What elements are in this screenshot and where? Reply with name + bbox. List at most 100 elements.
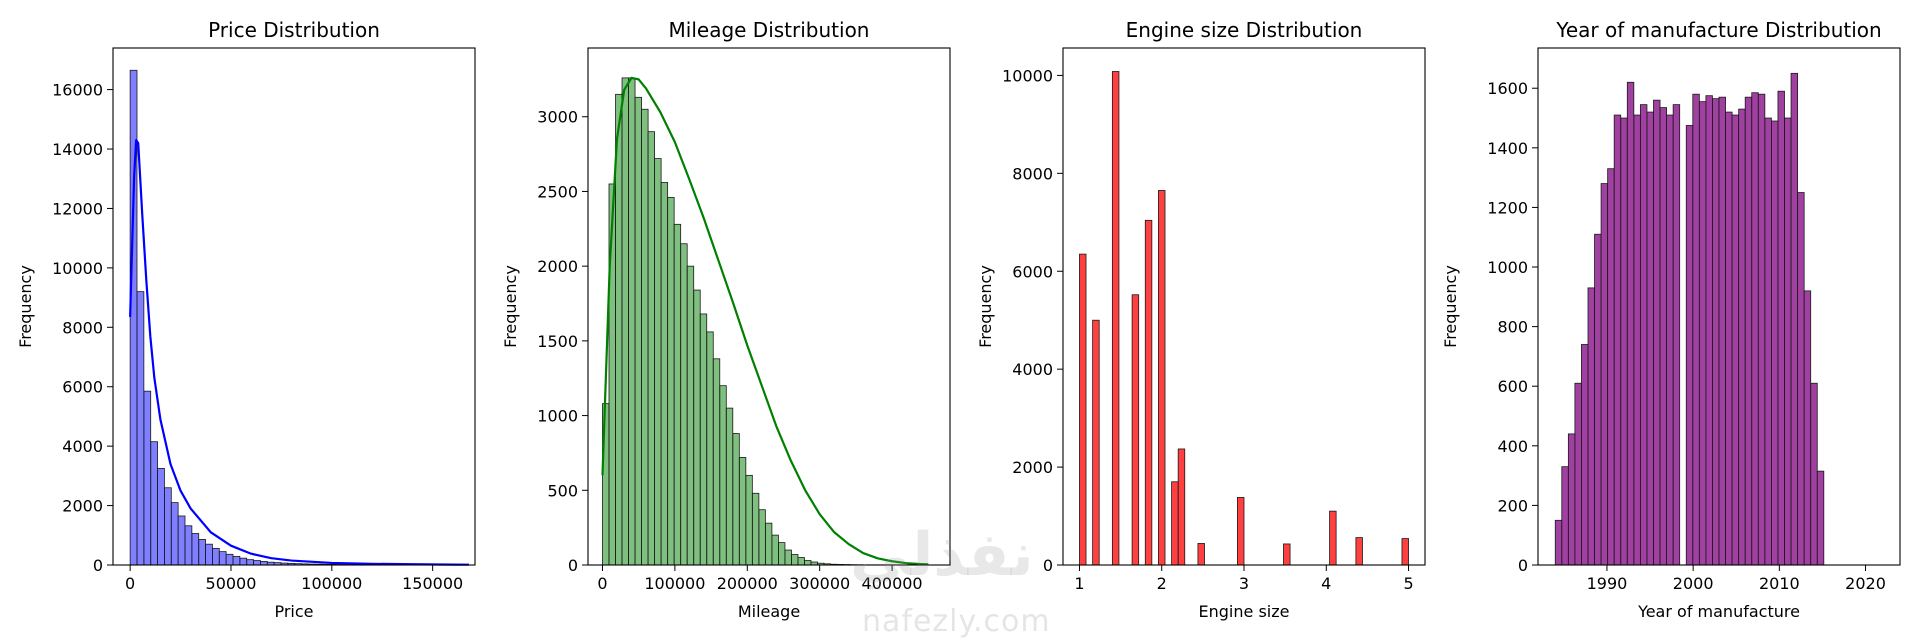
y-axis-label: Frequency [976, 265, 995, 348]
histogram-bar [1790, 72, 1799, 566]
histogram-bar [164, 487, 172, 566]
histogram-bar [1810, 382, 1818, 566]
y-tick-label: 16000 [52, 81, 103, 100]
histogram-bars [129, 69, 474, 566]
y-tick-label: 8000 [62, 318, 103, 337]
histogram-bar [1237, 497, 1245, 566]
histogram-bar [654, 158, 662, 566]
y-tick-label: 2000 [62, 497, 103, 516]
histogram-bar [253, 560, 261, 566]
histogram-bar [150, 441, 158, 566]
histogram-bar [1594, 233, 1602, 566]
histogram-bar [1600, 183, 1609, 566]
y-tick-label: 200 [1497, 496, 1528, 515]
x-axis-label: Price [274, 602, 313, 621]
chart-panel-4: 1990 2000 2010 2020 0 200 400 600 800 1000 1200 140… [1441, 18, 1901, 621]
histogram-bar [212, 547, 220, 566]
y-tick-label: 3000 [537, 108, 578, 127]
y-tick-label: 0 [1043, 556, 1053, 575]
plot-frame [112, 47, 476, 566]
histogram-bar [205, 543, 213, 566]
histogram-bar [184, 525, 193, 566]
histogram-bar [1079, 253, 1087, 566]
x-axis-label: Engine size [1199, 602, 1290, 621]
y-axis-label: Frequency [501, 265, 520, 348]
y-tick-label: 600 [1497, 377, 1528, 396]
histogram-bar [1816, 470, 1825, 566]
watermark-url: nafezly.com [862, 604, 1051, 639]
histogram-bars [602, 77, 929, 566]
histogram-bar [1401, 538, 1409, 566]
histogram-bar [725, 407, 734, 566]
histogram-bar [693, 289, 701, 566]
histogram-bar [634, 96, 642, 566]
histogram-bar [1705, 95, 1713, 566]
chart-title: Mileage Distribution [669, 18, 870, 42]
histogram-bar [1567, 433, 1576, 566]
histogram-bar [1144, 219, 1153, 566]
histogram-bar [621, 77, 629, 566]
histogram-bar [797, 557, 805, 566]
plot-frame [1537, 47, 1901, 566]
y-axis-ticks: 0 2000 4000 6000 8000 10000 12000 14000 16000 [52, 81, 113, 575]
histogram-bar [1355, 537, 1363, 566]
x-axis-label: Mileage [738, 602, 800, 621]
histogram-bar [1757, 93, 1766, 566]
x-tick-label: 300000 [789, 574, 850, 593]
histogram-bar [1554, 519, 1563, 566]
histogram-bar [1764, 117, 1772, 566]
x-tick-label: 150000 [402, 574, 463, 593]
y-tick-label: 10000 [52, 259, 103, 278]
x-tick-label: 2010 [1759, 574, 1800, 593]
y-tick-label: 1400 [1487, 139, 1528, 158]
histogram-bar [1158, 190, 1166, 566]
y-tick-label: 14000 [52, 140, 103, 159]
histogram-bar [1620, 117, 1628, 566]
histogram-bar [1659, 107, 1668, 566]
histogram-bar [738, 457, 747, 566]
histogram-bar [1613, 114, 1622, 566]
histogram-bar [239, 557, 248, 566]
histogram-bar [667, 197, 675, 566]
histogram-bar [246, 559, 254, 566]
histogram-bar [1626, 81, 1635, 566]
histogram-bar [177, 515, 186, 566]
histogram-bar [758, 509, 766, 566]
x-tick-label: 100000 [301, 574, 362, 593]
x-tick-label: 4 [1321, 574, 1331, 593]
histogram-bar [1685, 125, 1694, 566]
histogram-bar [1803, 290, 1812, 566]
histogram-bar [1283, 543, 1291, 566]
y-axis-label: Frequency [16, 265, 35, 348]
histogram-bar [673, 223, 682, 566]
y-tick-label: 400 [1497, 437, 1528, 456]
histogram-bar [686, 265, 695, 566]
x-tick-label: 2000 [1673, 574, 1714, 593]
histogram-bar [706, 331, 714, 566]
x-axis-ticks: 0 100000 200000 300000 400000 [597, 565, 923, 593]
histogram-bar [719, 385, 727, 566]
y-tick-label: 500 [547, 481, 578, 500]
x-tick-label: 1990 [1587, 574, 1628, 593]
y-tick-label: 0 [568, 556, 578, 575]
histogram-bar [1784, 117, 1792, 566]
histogram-bar [1698, 101, 1707, 566]
x-axis-label: Year of manufacture [1637, 602, 1800, 621]
x-tick-label: 2 [1157, 574, 1167, 593]
histogram-bar [198, 539, 206, 566]
histogram-bar [1574, 382, 1582, 566]
x-axis-ticks: 1990 2000 2010 2020 [1587, 565, 1886, 593]
y-tick-label: 0 [93, 556, 103, 575]
chart-panel-1: 0 50000 100000 150000 0 2000 4000 6000 8000 10000… [16, 18, 476, 621]
histogram-bar [1777, 90, 1785, 566]
x-tick-label: 3 [1239, 574, 1249, 593]
histogram-bar [745, 474, 753, 566]
x-tick-label: 50000 [206, 574, 257, 593]
histogram-bar [1771, 120, 1779, 566]
histogram-bar [1725, 111, 1733, 566]
y-tick-label: 10000 [1002, 66, 1053, 85]
x-tick-label: 2020 [1845, 574, 1886, 593]
y-tick-label: 6000 [62, 378, 103, 397]
chart-panel-3: 1 2 3 4 5 0 2000 4000 6000 8000 10000 Engine size D… [976, 18, 1426, 621]
